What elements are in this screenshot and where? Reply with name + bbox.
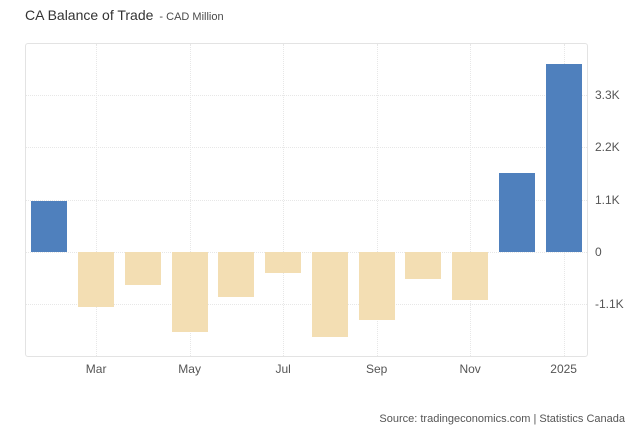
x-tick-label: Mar	[85, 362, 107, 376]
x-tick-label: Sep	[365, 362, 388, 376]
bar-6[interactable]	[265, 251, 302, 273]
vertical-gridline	[96, 44, 98, 356]
bar-2[interactable]	[78, 251, 115, 308]
bar-8[interactable]	[358, 251, 395, 320]
vertical-gridline	[283, 44, 285, 356]
source-attribution: Source: tradingeconomics.com | Statistic…	[379, 413, 625, 425]
horizontal-gridline	[26, 303, 587, 305]
bar-5[interactable]	[218, 251, 255, 298]
x-tick-label: May	[178, 362, 201, 376]
bar-12[interactable]	[545, 63, 582, 252]
x-tick-label: 2025	[550, 362, 577, 376]
chart-title: CA Balance of Trade	[25, 7, 154, 23]
horizontal-gridline	[26, 199, 587, 201]
bar-9[interactable]	[405, 251, 442, 279]
horizontal-gridline	[26, 95, 587, 97]
x-tick-label: Nov	[459, 362, 481, 376]
vertical-gridline	[376, 44, 378, 356]
bar-10[interactable]	[452, 251, 489, 300]
y-tick-label: 0	[595, 244, 602, 259]
chart-header: CA Balance of Trade - CAD Million	[25, 7, 224, 23]
bar-1[interactable]	[31, 200, 68, 252]
bar-11[interactable]	[498, 172, 535, 252]
chart-subtitle: - CAD Million	[159, 11, 224, 23]
plot-area	[25, 43, 588, 357]
horizontal-gridline	[26, 251, 587, 253]
bar-4[interactable]	[171, 251, 208, 333]
y-tick-label: 1.1K	[595, 192, 620, 207]
bar-3[interactable]	[124, 251, 161, 286]
vertical-gridline	[470, 44, 472, 356]
x-tick-label: Jul	[275, 362, 291, 376]
y-tick-label: 2.2K	[595, 140, 620, 155]
y-tick-label: -1.1K	[595, 296, 624, 311]
horizontal-gridline	[26, 147, 587, 149]
y-tick-label: 3.3K	[595, 88, 620, 103]
vertical-gridline	[189, 44, 191, 356]
bar-7[interactable]	[311, 251, 348, 338]
